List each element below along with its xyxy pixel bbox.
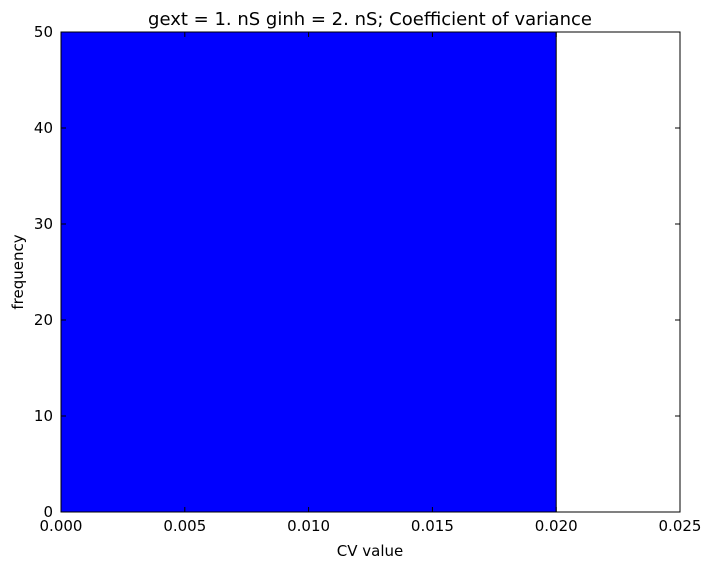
x-axis-label: CV value (337, 542, 403, 560)
ticks-layer: 0.000 0.005 0.010 0.015 0.020 0.025 0 10 20 30 40 5… (34, 23, 702, 535)
bars-layer (60, 31, 557, 513)
y-tick-label-4: 40 (34, 119, 53, 137)
y-tick-label-2: 20 (34, 311, 53, 329)
y-tick-label-0: 0 (43, 503, 53, 521)
x-tick-label-2: 0.010 (287, 517, 330, 535)
x-tick-label-4: 0.020 (535, 517, 578, 535)
x-tick-label-0: 0.000 (40, 517, 83, 535)
histogram-bar-0 (60, 31, 557, 513)
x-tick-label-5: 0.025 (659, 517, 702, 535)
y-axis-label: frequency (9, 234, 27, 309)
y-tick-label-1: 10 (34, 407, 53, 425)
x-tick-label-3: 0.015 (411, 517, 454, 535)
y-tick-label-5: 50 (34, 23, 53, 41)
y-tick-label-3: 30 (34, 215, 53, 233)
plot-frame (60, 31, 681, 513)
chart-title: gext = 1. nS ginh = 2. nS; Coefficient o… (148, 9, 592, 30)
x-tick-label-1: 0.005 (163, 517, 206, 535)
